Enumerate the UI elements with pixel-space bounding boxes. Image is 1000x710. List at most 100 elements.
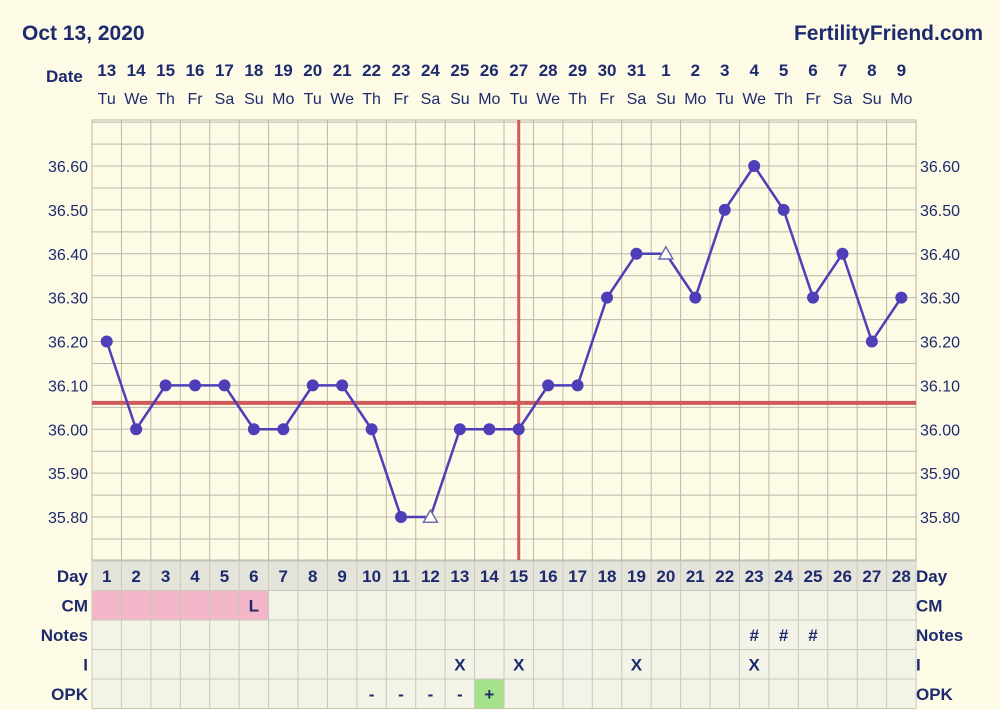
date-number: 6 [808, 61, 817, 80]
temperature-point [336, 379, 349, 392]
y-tick-left: 36.40 [48, 247, 88, 264]
y-tick-right: 35.90 [920, 466, 960, 483]
row-label-left: CM [62, 597, 88, 616]
date-number: 20 [303, 61, 322, 80]
cycle-day: 10 [362, 567, 381, 586]
temperature-point [512, 423, 525, 436]
date-number: 1 [661, 61, 670, 80]
cycle-day: 27 [862, 567, 881, 586]
weekday-label: Mo [890, 91, 912, 108]
cycle-day: 21 [686, 567, 705, 586]
date-number: 16 [186, 61, 205, 80]
date-number: 30 [598, 61, 617, 80]
cm-highlight-cell [150, 590, 181, 620]
date-number: 23 [392, 61, 411, 80]
row-label-right: Notes [916, 626, 963, 645]
cycle-day: 22 [715, 567, 734, 586]
row-label-right: OPK [916, 685, 954, 704]
date-number: 22 [362, 61, 381, 80]
cycle-day: 16 [539, 567, 558, 586]
date-number: 2 [691, 61, 700, 80]
row-label-left: Notes [41, 626, 88, 645]
temperature-point [895, 291, 908, 304]
temperature-point [277, 423, 290, 436]
weekday-label: Fr [393, 91, 409, 108]
cycle-day: 25 [804, 567, 823, 586]
cycle-day: 6 [249, 567, 258, 586]
cycle-day: 17 [568, 567, 587, 586]
cycle-day: 20 [656, 567, 675, 586]
note-entry: # [808, 626, 818, 645]
temperature-point [630, 247, 643, 260]
weekday-label: Su [656, 91, 676, 108]
temperature-point [218, 379, 231, 392]
cycle-day: 7 [279, 567, 288, 586]
temperature-point-discarded [422, 508, 439, 523]
temperature-point [777, 203, 790, 216]
date-number: 9 [897, 61, 906, 80]
temperature-point [159, 379, 172, 392]
row-label-left: OPK [51, 685, 89, 704]
date-row-label: Date [46, 67, 83, 86]
date-number: 29 [568, 61, 587, 80]
table-layer [91, 560, 917, 709]
cycle-day: 4 [190, 567, 200, 586]
note-entry: # [749, 626, 759, 645]
date-number: 17 [215, 61, 234, 80]
reference-lines [92, 120, 917, 560]
y-tick-right: 36.10 [920, 378, 960, 395]
weekday-label: Th [774, 91, 793, 108]
y-tick-right: 36.20 [920, 335, 960, 352]
cycle-day: 18 [598, 567, 617, 586]
cm-highlight-cell [239, 590, 269, 620]
date-number: 25 [450, 61, 469, 80]
weekday-label: Th [156, 91, 175, 108]
y-tick-left: 36.50 [48, 203, 88, 220]
date-number: 26 [480, 61, 499, 80]
intercourse-entry: X [454, 656, 466, 675]
cycle-day: 15 [509, 567, 528, 586]
temperature-line [105, 164, 903, 519]
cm-highlight-cell [92, 590, 122, 620]
y-tick-left: 36.00 [48, 422, 88, 439]
y-tick-right: 36.60 [920, 159, 960, 176]
temperature-series [100, 160, 908, 523]
site-brand: FertilityFriend.com [794, 22, 983, 45]
weekday-label: We [536, 91, 560, 108]
weekday-label: Fr [599, 91, 615, 108]
cycle-day: 12 [421, 567, 440, 586]
intercourse-entry: X [631, 656, 643, 675]
y-tick-right: 36.50 [920, 203, 960, 220]
date-number: 19 [274, 61, 293, 80]
date-number: 15 [156, 61, 175, 80]
cycle-day: 14 [480, 567, 499, 586]
weekday-label: Mo [684, 91, 706, 108]
intercourse-entry: X [513, 656, 525, 675]
temperature-point [247, 423, 260, 436]
opk-entry: - [428, 685, 434, 704]
temperature-point [395, 511, 408, 523]
temperature-point-discarded [657, 245, 675, 260]
row-label-left: I [83, 656, 88, 675]
cycle-day: 13 [450, 567, 469, 586]
cycle-day: 11 [392, 567, 410, 586]
opk-entry: + [484, 685, 494, 704]
cycle-day: 24 [774, 567, 793, 586]
note-entry: # [779, 626, 789, 645]
chart-date-header: Oct 13, 2020 [22, 22, 145, 45]
weekday-label: Fr [187, 91, 203, 108]
row-label-right: I [916, 656, 921, 675]
temperature-point [601, 291, 614, 304]
y-tick-left: 35.80 [48, 510, 88, 527]
temperature-point [453, 423, 466, 436]
y-tick-left: 36.30 [48, 291, 88, 308]
weekday-label: Tu [716, 91, 734, 108]
grid-layer [91, 119, 917, 561]
date-number: 3 [720, 61, 729, 80]
y-tick-right: 36.00 [920, 422, 960, 439]
date-number: 5 [779, 61, 788, 80]
weekday-label: Tu [98, 91, 116, 108]
date-number: 27 [509, 61, 528, 80]
date-number: 18 [244, 61, 263, 80]
cycle-day: 9 [337, 567, 346, 586]
